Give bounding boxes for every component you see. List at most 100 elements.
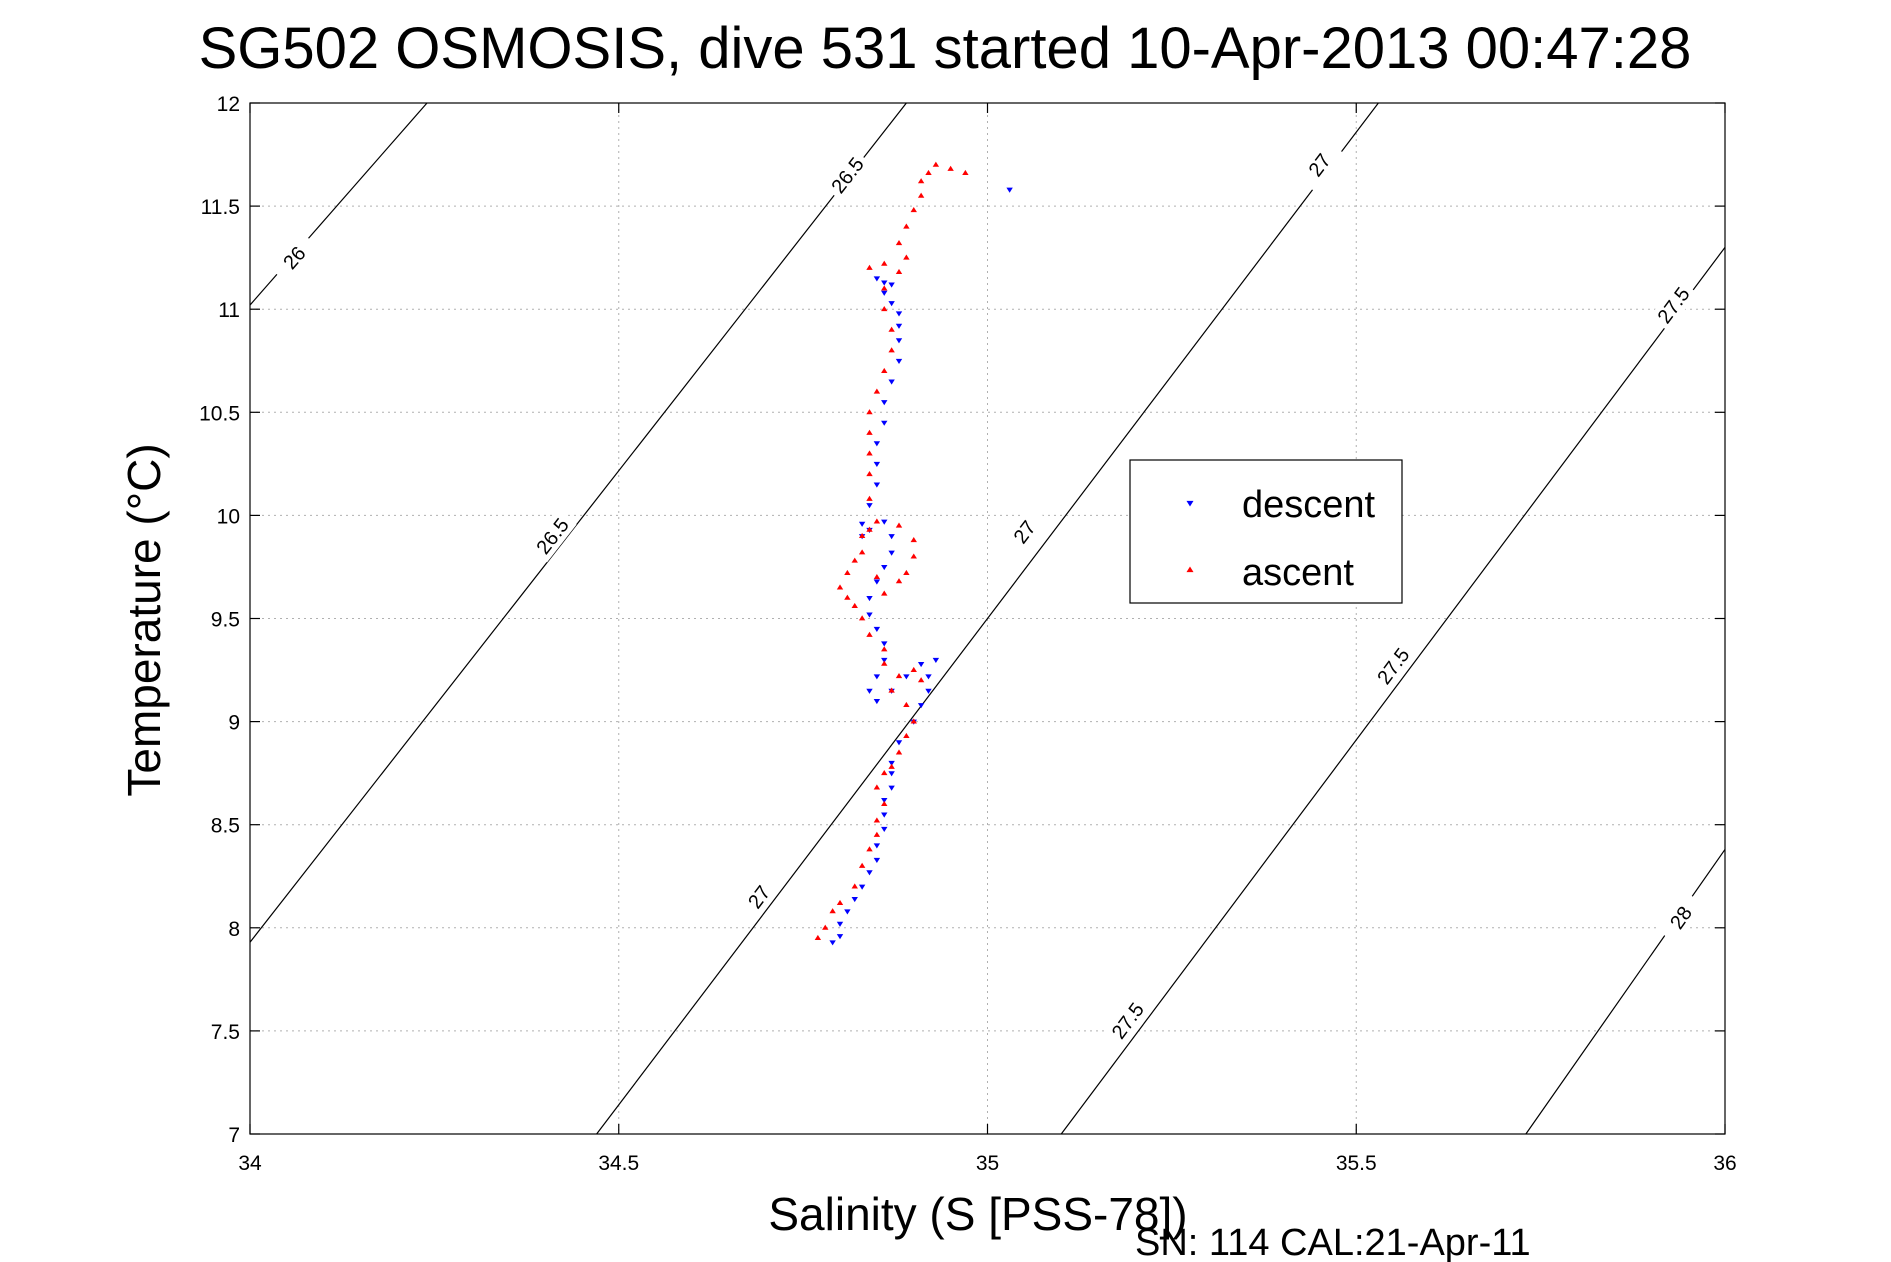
descent-point (881, 826, 888, 833)
descent-point (888, 534, 895, 540)
ascent-point (895, 268, 903, 275)
ascent-point (851, 883, 858, 889)
ascent-point (917, 178, 925, 184)
ascent-point (881, 285, 888, 291)
descent-point (858, 521, 866, 527)
serial-calibration-note: SN: 114 CAL:21-Apr-11 (1135, 1222, 1531, 1262)
descent-point (888, 379, 895, 385)
y-tick-label: 12 (217, 93, 240, 116)
isopycnal-label-gap (528, 509, 577, 563)
ascent-point (932, 161, 940, 167)
descent-point (881, 420, 888, 426)
ascent-point (895, 578, 903, 584)
ascent-point (903, 569, 910, 576)
y-tick-label: 8.5 (211, 815, 240, 838)
ascent-point (873, 574, 881, 580)
descent-point (932, 657, 940, 663)
ascent-point (851, 557, 858, 563)
descent-point (881, 565, 888, 571)
descent-point (873, 441, 881, 447)
descent-point (873, 699, 881, 705)
ascent-point (910, 553, 917, 559)
descent-point (895, 358, 903, 364)
isopycnal-label-gap (1103, 994, 1152, 1047)
ascent-point (851, 602, 858, 609)
grid (250, 103, 1725, 1134)
ascent-point (910, 718, 917, 724)
descent-point (888, 771, 895, 777)
ascent-point (895, 673, 903, 679)
descent-point (844, 909, 851, 915)
ascent-point (829, 908, 836, 914)
ascent-point (866, 470, 873, 477)
ascent-point (873, 518, 881, 524)
ascent-point (917, 192, 925, 198)
ascent-point (881, 306, 888, 312)
descent-point (895, 338, 903, 344)
ascent-point (881, 367, 888, 373)
y-tick-label: 10.5 (199, 402, 240, 425)
ascent-point (814, 934, 822, 941)
isopycnal-line (1060, 246, 1726, 1135)
ascent-point (866, 450, 873, 456)
ascent-point (881, 660, 888, 666)
ascent-point (873, 388, 881, 394)
ascent-point (866, 429, 873, 435)
x-tick-label: 36 (1713, 1152, 1736, 1175)
ascent-point (858, 615, 866, 621)
x-axis-ticks: 34 34.5 35 35.5 36 (238, 103, 1737, 1175)
ascent-point (866, 409, 873, 415)
ascent-point (866, 264, 873, 270)
descent-point (873, 461, 881, 468)
descent-point (903, 674, 910, 680)
descent-point (881, 519, 888, 525)
descent-point (917, 703, 925, 709)
x-tick-label: 34 (238, 1152, 262, 1175)
descent-point (866, 612, 873, 618)
descent-point (895, 740, 903, 746)
isopycnal-label-gap (269, 231, 320, 284)
y-axis-label: Temperature (°C) (118, 443, 170, 796)
descent-point (888, 282, 895, 288)
isopycnal-label-gap (1649, 278, 1698, 332)
legend-marker-descent (1186, 500, 1194, 507)
ascent-point (858, 532, 866, 538)
x-axis-label: Salinity (S [PSS-78]) (768, 1188, 1187, 1240)
ascent-point (836, 584, 844, 590)
descent-point (881, 798, 888, 804)
descent-point (836, 921, 844, 927)
x-tick-label: 35.5 (1336, 1152, 1377, 1175)
descent-point (829, 940, 836, 946)
ascent-point (903, 701, 910, 708)
descent-point (888, 550, 895, 556)
ascent-point (888, 763, 895, 769)
ascent-point (888, 687, 895, 693)
descent-point (873, 843, 881, 849)
ascent-point (925, 169, 932, 176)
isopycnal-line (596, 102, 1379, 1135)
ascent-point (910, 666, 917, 672)
descent-point (881, 641, 888, 647)
descent-point (895, 311, 903, 317)
isopycnal-label-gap (823, 148, 872, 202)
ascent-point (903, 223, 910, 229)
isopycnal-line (249, 102, 907, 943)
ascent-point (888, 347, 895, 353)
descent-point (881, 280, 888, 286)
descent-point (888, 785, 895, 791)
ascent-point (873, 817, 881, 823)
descent-point (881, 657, 888, 663)
y-tick-label: 7.5 (211, 1021, 240, 1044)
isopycnal-label-gap (1657, 890, 1705, 945)
ascent-point (888, 326, 895, 332)
ascent-point (844, 569, 851, 576)
descent-point (881, 812, 888, 818)
y-tick-label: 9.5 (211, 609, 240, 632)
descent-point (925, 688, 932, 694)
descent-point (866, 503, 873, 509)
ascent-point (895, 240, 903, 246)
descent-point (866, 688, 873, 694)
ascent-point (844, 594, 851, 600)
